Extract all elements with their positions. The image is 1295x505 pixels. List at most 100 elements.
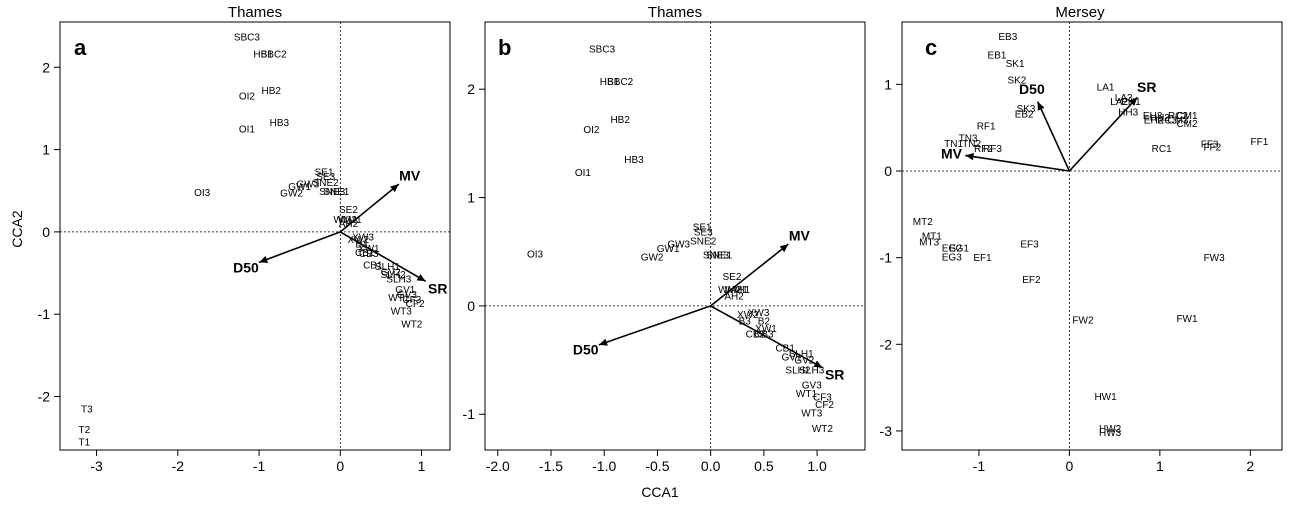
panel-c-site-label: FW3 — [1204, 253, 1226, 264]
panel-c-y-tick-label: 1 — [884, 76, 892, 92]
panel-a-vector-label: MV — [399, 167, 421, 183]
panel-a-site-label: OI2 — [239, 92, 256, 103]
panel-c-site-label: SK3 — [1016, 104, 1035, 115]
panel-a-site-label: WT2 — [401, 320, 423, 331]
panel-c-label: c — [925, 35, 937, 60]
panel-c-site-label: HW2 — [1099, 424, 1122, 435]
panel-c-site-label: RC1 — [1152, 144, 1172, 155]
panel-a-site-label: SNE3 — [319, 187, 346, 198]
panel-c-vector-label: MV — [941, 145, 963, 161]
panel-b-site-label: GV1 — [782, 352, 802, 363]
panel-a-plot-frame — [59, 21, 451, 451]
panel-a-site-label: OI1 — [239, 125, 256, 136]
panel-a-site-label: WT3 — [391, 306, 413, 317]
panel-a-site-label: SBC2 — [261, 50, 288, 61]
panel-c-site-label: CM2 — [1176, 119, 1198, 130]
panel-b-x-tick-label: 0.5 — [754, 458, 774, 474]
panel-a-site-label: HB3 — [270, 118, 290, 129]
panel-c-site-label: RC3 — [1157, 115, 1177, 126]
panel-b-site-label: XW1 — [755, 324, 777, 335]
panel-a-site-label: HB1 — [253, 50, 273, 61]
panel-a-vector-d50-arrowhead — [259, 256, 269, 263]
panel-a-vector-d50 — [258, 231, 341, 264]
panel-a-x-tick-label: -1 — [253, 458, 266, 474]
panel-a-site-label: XW2 — [347, 235, 369, 246]
panel-b-y-tick-label: 1 — [467, 190, 475, 206]
panel-c-site-label: RF1 — [977, 121, 996, 132]
panel-b-site-label: SBC3 — [589, 45, 616, 56]
panel-c-site-label: HW1 — [1094, 392, 1117, 403]
panel-c-site-label: MT3 — [919, 238, 939, 249]
panel-a-vector-sr — [339, 231, 427, 282]
panel-a-site-label: WM1 — [338, 215, 362, 226]
panel-b-title: Thames — [648, 4, 702, 21]
panel-c-site-label: HH3 — [1118, 108, 1138, 119]
panel-a-site-label: SBC3 — [234, 32, 261, 43]
panel-a-y-tick-label: 0 — [42, 224, 50, 240]
panel-b-site-label: SLH1 — [789, 349, 814, 360]
panel-a-site-label: SLH1 — [375, 262, 400, 273]
panel-b-vector-label: SR — [825, 366, 844, 382]
panel-b-site-label: AH2 — [724, 292, 744, 303]
panel-b-site-label: SLH2 — [785, 365, 810, 376]
panel-c-site-label: EG1 — [949, 244, 969, 255]
panel-c-site-label: TN1 — [944, 139, 963, 150]
panel-a-y-tick-label: 1 — [42, 142, 50, 158]
panel-c-site-label: MT2 — [913, 217, 933, 228]
panel-b-site-label: HB3 — [624, 155, 644, 166]
panel-a-site-label: CB1 — [363, 260, 383, 271]
panel-c-vector-d50 — [1036, 101, 1071, 172]
panel-b-site-label: CF2 — [815, 400, 834, 411]
panel-a-site-label: SLH3 — [386, 274, 411, 285]
panel-c-site-label: HW3 — [1099, 428, 1122, 439]
panel-a-y-tick-label: -1 — [38, 306, 51, 322]
panel-b-site-label: OI3 — [527, 249, 544, 260]
panel-b-y-tick-label: 0 — [467, 298, 475, 314]
panel-a-vector-label: SR — [428, 280, 447, 296]
panel-a-vector-mv-arrowhead — [390, 184, 399, 193]
panel-c-site-label: RC2 — [1168, 111, 1188, 122]
panel-a-site-label: HB2 — [262, 86, 282, 97]
panel-b-site-label: B3 — [739, 317, 752, 328]
panel-b-site-label: GW2 — [641, 253, 664, 264]
panel-b-vector-sr-arrowhead — [813, 360, 823, 368]
panel-c-x-tick-label: 1 — [1156, 458, 1164, 474]
panel-b-site-label: SE3 — [694, 228, 713, 239]
panel-a-site-label: GW2 — [280, 189, 303, 200]
panel-c-site-label: EH3 — [1143, 111, 1163, 122]
panel-a: Thames a CCA2 -3 -2 -1 0 1 -2 -1 0 1 2 SBC3 HB1SBC2… — [9, 4, 451, 474]
panel-a-x-tick-label: -2 — [172, 458, 185, 474]
panel-a-title: Thames — [228, 4, 282, 21]
panel-c-site-label: TN3 — [959, 134, 978, 145]
panel-b-site-label: GV2 — [794, 356, 814, 367]
panel-a-ylabel: CCA2 — [9, 210, 25, 248]
panel-c-y-tick-label: -1 — [880, 250, 893, 266]
panel-b-site-label: CF3 — [813, 392, 832, 403]
panel-b-vector-mv-arrowhead — [779, 244, 789, 253]
panel-a-site-label: SE1 — [315, 167, 334, 178]
panel-a-site-label: GV2 — [381, 268, 401, 279]
panel-b-site-label: CB1 — [775, 344, 795, 355]
panel-b-x-tick-label: -1.5 — [539, 458, 563, 474]
panel-b-vector-mv — [710, 243, 789, 307]
panel-c-site-label: EF3 — [1020, 239, 1039, 250]
panel-c-site-label: RF2 — [974, 144, 993, 155]
panel-b-xlabel: CCA1 — [641, 484, 679, 500]
panel-b-vector-d50 — [598, 305, 711, 346]
panel-c-site-label: EF2 — [1022, 275, 1041, 286]
panel-a-vector-mv — [339, 183, 400, 233]
panel-b: Thames b CCA1 -2.0 -1.5 -1.0 -0.5 0.0 0.5 1.0 -… — [463, 4, 866, 500]
panel-b-site-label: OI1 — [575, 168, 592, 179]
panel-a-site-label: GW3 — [296, 180, 319, 191]
panel-a-site-label: CB3 — [359, 249, 379, 260]
panel-a-site-label: WT1 — [388, 293, 410, 304]
panel-b-site-label: GV3 — [802, 380, 822, 391]
panel-c-x-tick-label: -1 — [973, 458, 986, 474]
panel-b-vector-d50-arrowhead — [598, 338, 608, 346]
panel-c-vector-mv — [965, 154, 1070, 172]
panel-a-site-label: SLH2 — [381, 270, 406, 281]
panel-c-vector-mv-arrowhead — [965, 153, 975, 161]
panel-c-site-label: EH2 — [1144, 115, 1164, 126]
